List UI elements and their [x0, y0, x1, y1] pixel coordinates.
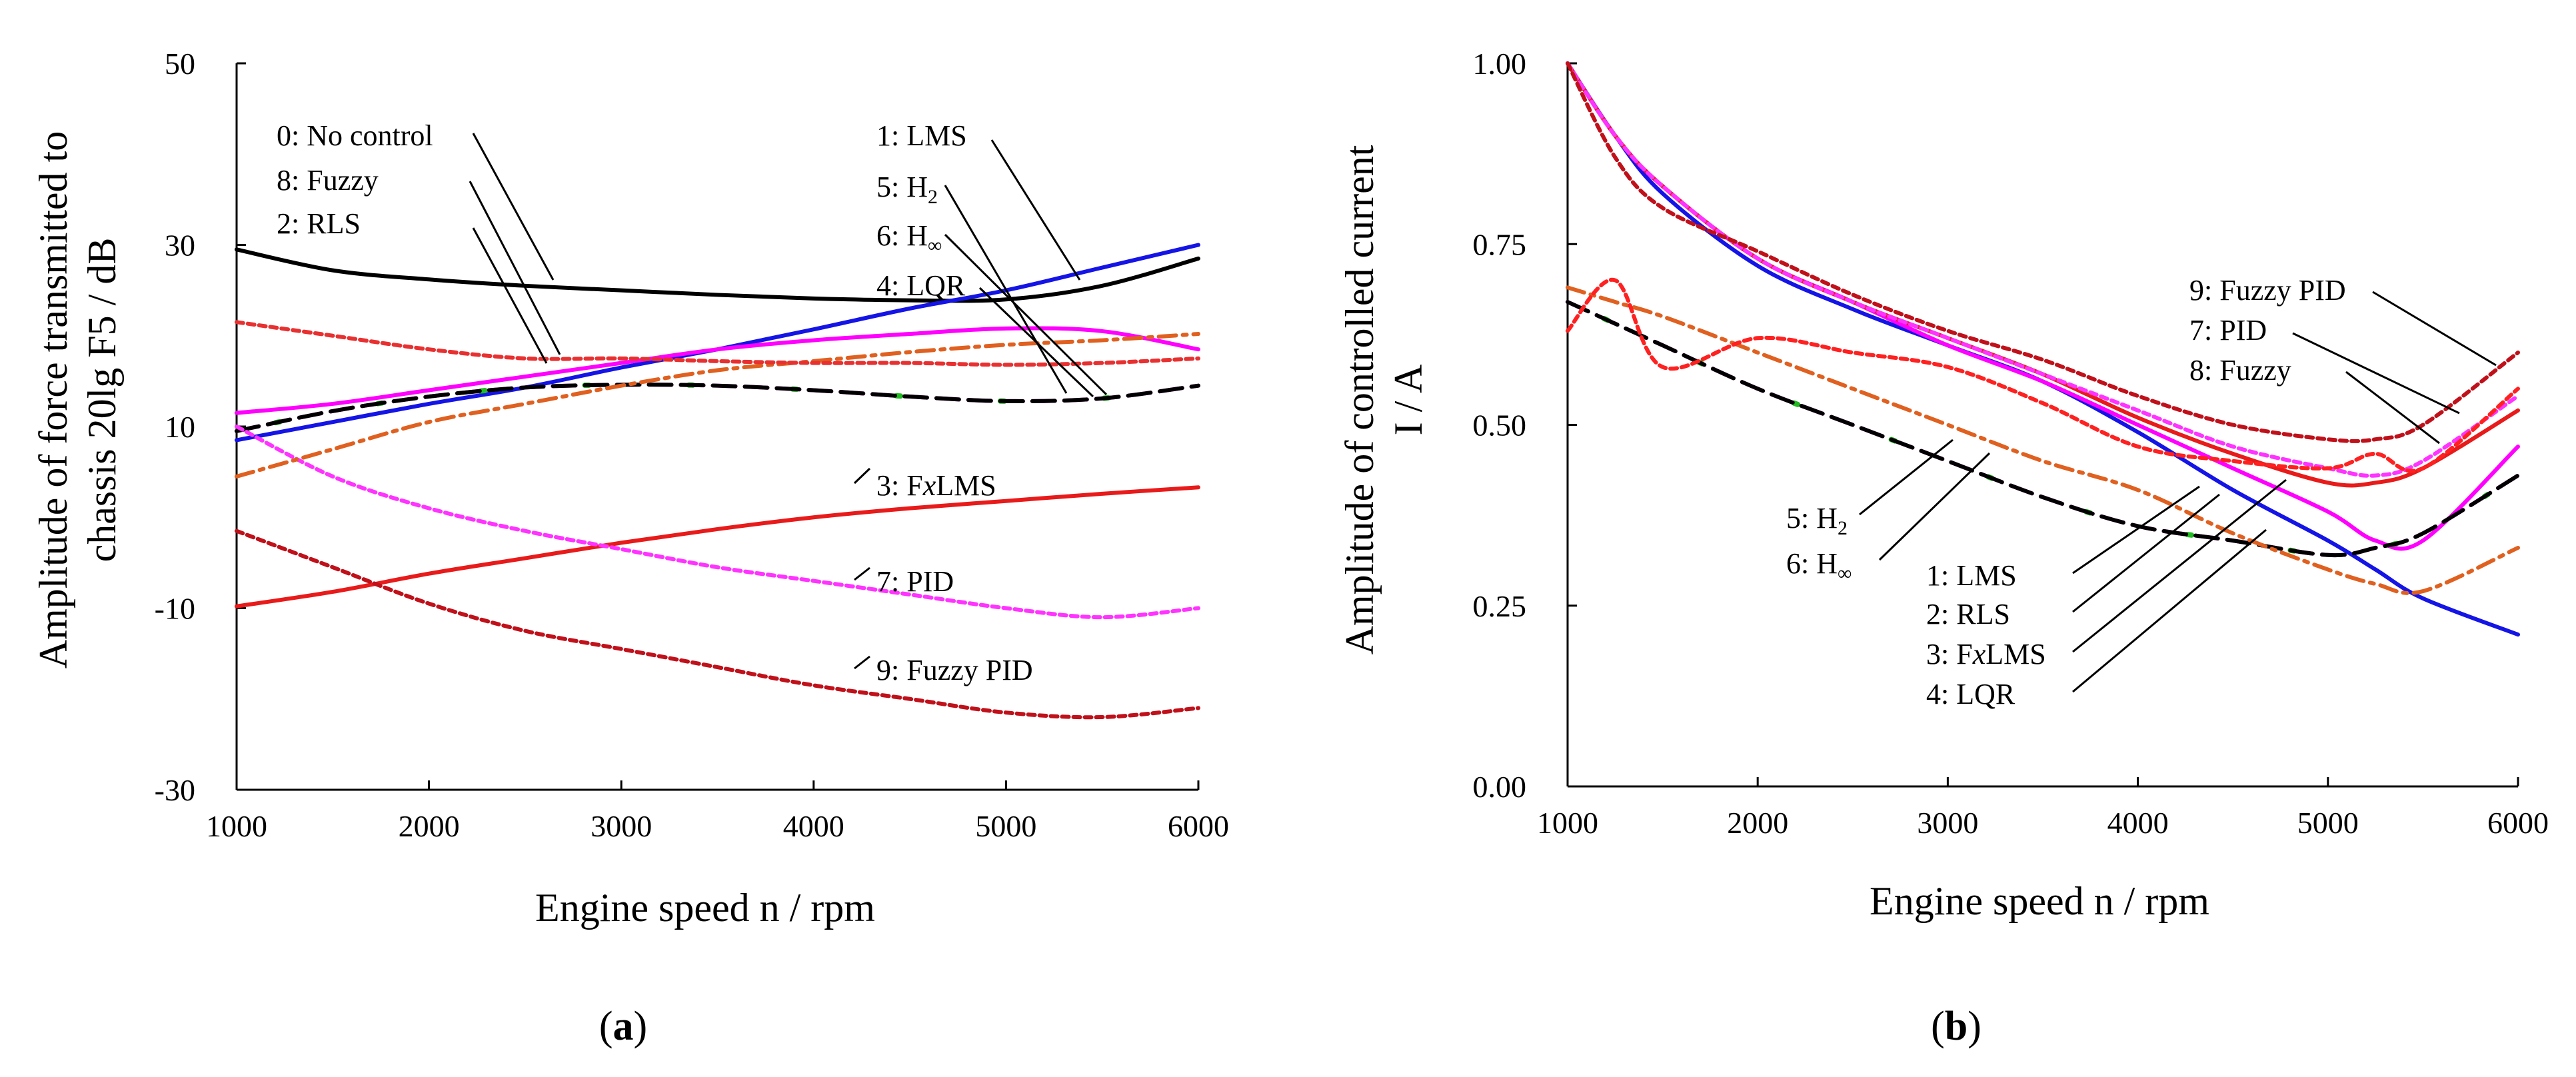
annotation-leader-line [944, 185, 1068, 394]
y-tick-label: 0.25 [1473, 589, 1527, 623]
series-line-9-fuzzy-pid [1566, 61, 2520, 443]
x-tick-label: 1000 [206, 809, 267, 843]
x-tick-label: 1000 [1537, 806, 1598, 840]
y-tick-label: 0.00 [1473, 770, 1527, 804]
annotation-leader-line [2072, 479, 2287, 653]
annotation-leader-line [1878, 452, 1991, 561]
y-tick-label: -30 [155, 773, 195, 807]
series-line-6-h∞ [1566, 300, 2520, 558]
annotation-leader-line [2372, 291, 2497, 367]
annotation-leader-line [2072, 485, 2200, 574]
y-tick-label: 0.75 [1473, 227, 1527, 261]
panel-b-xlabel: Engine speed n / rpm [1870, 879, 2209, 923]
series-line-4-lqr [1566, 300, 2520, 558]
series-line-3-fxlms [1566, 61, 2520, 488]
panel-b-ylabel-line2: I / A [1386, 365, 1430, 436]
panel-a-annotations: 0: No control 8: Fuzzy 2: RLS 1: LMS 5: H2 6:… [277, 119, 1108, 686]
x-tick-label: 4000 [783, 809, 844, 843]
annotation-leader-line [854, 566, 870, 581]
x-tick-label: 5000 [2297, 806, 2359, 840]
series-line-5-h2 [1565, 299, 2521, 558]
annotation-label: 6: H∞ [1786, 547, 1852, 584]
annotation-leader-line [469, 181, 561, 355]
series-line-9-fuzzy-pid [235, 529, 1200, 720]
x-tick-label: 5000 [975, 809, 1036, 843]
panel-b-annotations: 9: Fuzzy PID 7: PID 8: Fuzzy 5: H2 6: H∞ 1: L… [1786, 274, 2497, 710]
annotation-leader-line [2292, 332, 2460, 415]
series-line-fuzzy-oscillating- [1566, 277, 2520, 473]
x-tick-label: 3000 [591, 809, 652, 843]
series-line-8-fuzzy [1566, 285, 2520, 595]
series-line-0-no-control [235, 247, 1200, 303]
annotation-label: 6: H∞ [876, 219, 942, 257]
annotation-label: 1: LMS [1926, 559, 2017, 592]
annotation-leader-line [2072, 529, 2267, 693]
series-line-5-h2 [234, 382, 1201, 434]
panel-a-ylabel-line1: Amplitude of force transmitted to [31, 131, 75, 668]
annotation-leader-line [978, 287, 1094, 398]
series-line-4-lqr [235, 383, 1200, 433]
series-line-2-rls [235, 326, 1200, 415]
annotation-label: 2: RLS [1926, 598, 2010, 630]
panel-a-ticks: 1000 2000 3000 4000 5000 6000 -30 -10 10 30 50 [155, 47, 1229, 843]
panel-b-ticks: 1000 2000 3000 4000 5000 6000 0.00 0.25 0.50 0.75… [1473, 47, 2549, 840]
annotation-label: 4: LQR [1926, 678, 2015, 710]
annotation-label: 7: PID [876, 565, 954, 598]
annotation-leader-line [990, 139, 1081, 281]
annotation-label: 5: H2 [876, 171, 938, 208]
series-line-8-fuzzy [235, 332, 1200, 479]
annotation-leader-line [472, 133, 555, 281]
panel-a-xlabel: Engine speed n / rpm [535, 886, 875, 930]
series-line-8-fuzzy-noisy- [235, 320, 1200, 367]
annotation-leader-line [472, 227, 548, 364]
annotation-leader-line [1859, 439, 1953, 516]
annotation-label: 1: LMS [876, 119, 967, 152]
series-line-7-pid [1566, 61, 2520, 478]
series-line-6-h∞ [235, 383, 1200, 433]
annotation-leader-line [853, 467, 871, 485]
panel-b-label: (b) [1931, 1004, 1981, 1049]
panel-b-ylabel-line1: Amplitude of controlled current [1338, 145, 1382, 654]
annotation-leader-line [2072, 493, 2220, 613]
annotation-label: 9: Fuzzy PID [876, 654, 1033, 686]
y-tick-label: 30 [165, 229, 195, 263]
annotation-label: 5: H2 [1786, 502, 1848, 539]
panel-b-series [1565, 61, 2521, 637]
x-tick-label: 2000 [399, 809, 460, 843]
y-tick-label: -10 [155, 592, 195, 626]
y-tick-label: 50 [165, 47, 195, 81]
series-line-7-pid [235, 425, 1200, 620]
x-tick-label: 2000 [1727, 806, 1788, 840]
panel-b: 1000 2000 3000 4000 5000 6000 0.00 0.25 0.50 0.75… [1338, 47, 2549, 1049]
annotation-leader-line [854, 655, 870, 670]
annotation-label: 4: LQR [876, 269, 966, 302]
annotation-leader-line [2345, 371, 2440, 445]
annotation-label: 3: FxLMS [1926, 638, 2046, 670]
annotation-label: 0: No control [277, 119, 433, 152]
y-tick-label: 0.50 [1473, 409, 1527, 443]
y-tick-label: 1.00 [1473, 47, 1527, 81]
panel-a: 1000 2000 3000 4000 5000 6000 -30 -10 10 30 50 0: … [31, 47, 1229, 1049]
panel-a-ylabel-line2: chassis 20lg F5 / dB [80, 238, 124, 562]
x-tick-label: 6000 [1168, 809, 1229, 843]
series-line-3-fxlms [235, 485, 1200, 608]
x-tick-label: 3000 [1917, 806, 1978, 840]
annotation-label: 8: Fuzzy [2189, 354, 2291, 387]
annotation-label: 2: RLS [277, 207, 361, 240]
annotation-label: 3: FxLMS [876, 469, 996, 502]
annotation-label: 9: Fuzzy PID [2189, 274, 2346, 307]
panel-a-series [234, 243, 1201, 720]
x-tick-label: 6000 [2487, 806, 2549, 840]
annotation-label: 7: PID [2189, 314, 2267, 347]
x-tick-label: 4000 [2107, 806, 2169, 840]
panel-a-label: (a) [599, 1004, 647, 1049]
annotation-leader-line [944, 233, 1108, 396]
annotation-label: 8: Fuzzy [277, 164, 379, 197]
y-tick-label: 10 [165, 410, 195, 444]
